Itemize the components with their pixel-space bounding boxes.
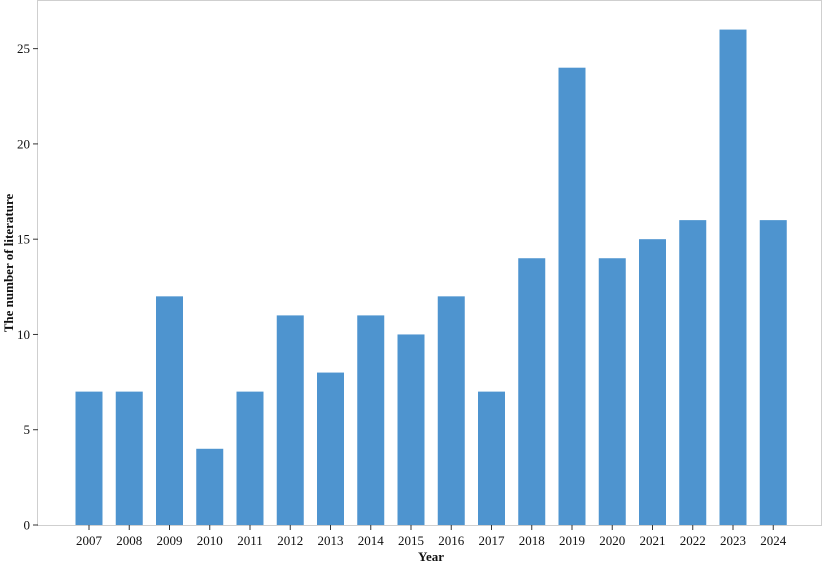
x-tick-label: 2022	[680, 533, 706, 548]
y-tick-label: 5	[24, 422, 31, 437]
x-tick-label: 2021	[640, 533, 666, 548]
bar-2015	[397, 334, 425, 525]
bar-2013	[317, 372, 344, 525]
x-tick-label: 2014	[358, 533, 385, 548]
bar-2019	[558, 67, 586, 525]
bar-2020	[598, 258, 626, 525]
x-tick-label: 2023	[720, 533, 746, 548]
x-tick-label: 2018	[519, 533, 545, 548]
bar-2023	[719, 29, 747, 525]
y-tick-label: 20	[17, 136, 30, 151]
x-tick-label: 2015	[398, 533, 424, 548]
y-tick-label: 25	[17, 41, 30, 56]
x-tick-label: 2007	[76, 533, 103, 548]
bar-2011	[236, 391, 264, 525]
x-tick-label: 2010	[197, 533, 223, 548]
bar-2010	[196, 448, 224, 525]
y-axis-title: The number of literature	[1, 194, 16, 333]
x-tick-label: 2024	[760, 533, 787, 548]
x-tick-label: 2016	[438, 533, 465, 548]
x-tick-label: 2009	[157, 533, 183, 548]
bar-2012	[276, 315, 304, 525]
y-axis: 0 5 10 15 20 25	[17, 41, 38, 533]
x-tick-label: 2012	[277, 533, 303, 548]
bar-2021	[639, 239, 666, 525]
bar-2022	[679, 220, 707, 526]
y-tick-label: 15	[17, 232, 30, 247]
x-tick-label: 2017	[479, 533, 506, 548]
bar-2008	[115, 391, 143, 525]
x-axis: 2007 2008 2009 2010 2011 2012 2013 2014 2015 2016…	[76, 525, 787, 548]
bar-2007	[75, 391, 103, 525]
y-tick-label: 10	[17, 327, 30, 342]
x-tick-label: 2013	[318, 533, 344, 548]
bar-2024	[759, 220, 787, 526]
x-tick-label: 2019	[559, 533, 585, 548]
x-tick-label: 2020	[599, 533, 625, 548]
bar-2018	[518, 258, 546, 525]
bar-2014	[357, 315, 385, 525]
bar-2009	[156, 296, 183, 525]
x-axis-title: Year	[418, 549, 444, 562]
plot-area-frame	[37, 0, 822, 526]
y-tick-label: 0	[24, 518, 31, 533]
bar-2017	[478, 391, 505, 525]
bars-group	[75, 29, 787, 526]
x-tick-label: 2011	[237, 533, 263, 548]
x-tick-label: 2008	[116, 533, 142, 548]
bar-2016	[437, 296, 465, 525]
